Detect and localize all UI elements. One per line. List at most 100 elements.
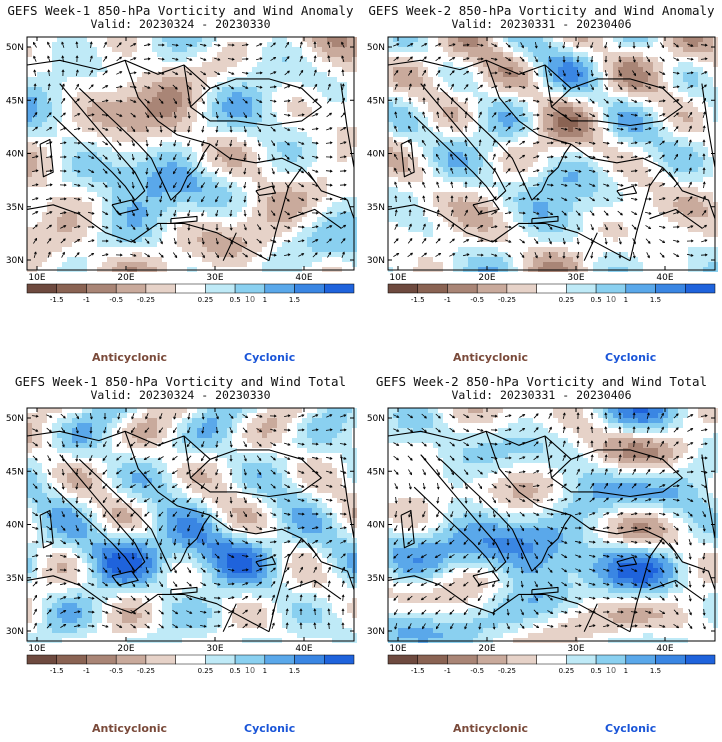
legend-cyclonic: Cyclonic (244, 351, 296, 364)
colorbar-swatch (234, 283, 266, 294)
colorbar-tick-label: 1.5 (650, 667, 661, 675)
map-group: 50N 45N 40N 35N 30N 10E 20E 30E 40E (367, 36, 718, 283)
colorbar-tick-label: 1 (263, 296, 267, 304)
wind-vectors (31, 41, 347, 259)
coastlines (387, 59, 716, 262)
colorbar-tick-label: 0.5 (230, 296, 241, 304)
legend-cyclonic: Cyclonic (605, 351, 657, 364)
colorbar-tick-label: -1 (444, 667, 451, 675)
colorbar-swatch (387, 283, 418, 294)
colorbar-tick-label: -0.5 (109, 667, 123, 675)
legend-anticyclonic: Anticyclonic (453, 351, 529, 364)
lon-label-30e: 30E (206, 644, 223, 654)
colorbar-swatch (56, 283, 87, 294)
coastlines (26, 59, 355, 262)
colorbar-swatch (145, 654, 176, 665)
colorbar-swatch (387, 654, 418, 665)
colorbar-tick-label: 0.25 (559, 296, 575, 304)
colorbar-swatch (234, 654, 266, 665)
lat-label-35n: 35N (6, 574, 24, 584)
colorbar-swatch (595, 654, 627, 665)
colorbar-swatch (536, 283, 567, 294)
colorbar-swatch (655, 654, 686, 665)
panel-week2-total: GEFS Week-2 850-hPa Vorticity and Wind T… (361, 371, 722, 742)
colorbar-swatch (566, 654, 597, 665)
colorbar-tick-label: 1.5 (289, 667, 300, 675)
lat-label-35n: 35N (6, 203, 24, 213)
colorbar-swatch (625, 654, 656, 665)
colorbar-swatch (86, 654, 117, 665)
lat-label-50n: 50N (367, 414, 385, 424)
colorbar-unit-label: 10 (245, 295, 255, 304)
colorbar-swatch (294, 283, 325, 294)
colorbar-tick-label: 1 (263, 667, 267, 675)
lat-label-30n: 30N (6, 256, 24, 266)
colorbar-swatch (115, 283, 147, 294)
colorbar-tick-label: -1.5 (50, 296, 64, 304)
lat-label-30n: 30N (367, 627, 385, 637)
colorbar-tick-label: -1.5 (50, 667, 64, 675)
lon-label-20e: 20E (117, 644, 134, 654)
colorbar-swatch (447, 283, 478, 294)
colorbar: -1.5 -1 -0.5 -0.25 0.25 0.5 1 1.5 10 (387, 654, 716, 675)
colorbar-swatch (145, 283, 176, 294)
colorbar-tick-label: -1 (83, 667, 90, 675)
lon-label-30e: 30E (567, 644, 584, 654)
colorbar-swatch (175, 283, 206, 294)
vorticity-map: 50N 45N 40N 35N 30N 10E 20E 30E 40E -1.5 -1 -0.5 -0.… (6, 36, 357, 304)
colorbar-swatch (417, 283, 448, 294)
legend-cyclonic: Cyclonic (244, 722, 296, 735)
coastlines (387, 430, 716, 633)
lon-label-20e: 20E (478, 644, 495, 654)
lon-label-10e: 10E (28, 644, 45, 654)
lat-label-45n: 45N (6, 96, 24, 106)
wind-vectors (393, 412, 708, 630)
lon-label-40e: 40E (295, 644, 312, 654)
colorbar-tick-label: -0.25 (498, 296, 516, 304)
vorticity-shading (388, 37, 718, 272)
colorbar-swatch (26, 283, 57, 294)
colorbar-tick-label: 0.5 (230, 667, 241, 675)
colorbar-tick-label: 0.25 (198, 296, 214, 304)
lon-label-10e: 10E (389, 644, 406, 654)
colorbar-swatch (205, 283, 236, 294)
colorbar-swatch (685, 283, 716, 294)
colorbar-tick-label: 0.25 (559, 667, 575, 675)
lat-label-50n: 50N (6, 43, 24, 53)
colorbar-tick-label: 0.5 (591, 296, 602, 304)
colorbar-tick-label: -1 (444, 296, 451, 304)
colorbar-swatch (417, 654, 448, 665)
panel-title: GEFS Week-1 850-hPa Vorticity and Wind T… (14, 374, 347, 389)
panel-week1-total: GEFS Week-1 850-hPa Vorticity and Wind T… (0, 371, 361, 742)
colorbar: -1.5 -1 -0.5 -0.25 0.25 0.5 1 1.5 10 (26, 283, 355, 304)
colorbar-tick-label: 1 (624, 296, 628, 304)
colorbar-swatch (175, 654, 206, 665)
colorbar-swatch (324, 283, 355, 294)
colorbar-unit-label: 10 (606, 295, 616, 304)
lon-label-30e: 30E (206, 273, 223, 283)
lat-label-45n: 45N (367, 96, 385, 106)
lon-label-40e: 40E (295, 273, 312, 283)
lat-label-45n: 45N (6, 467, 24, 477)
panel-valid-dates: Valid: 20230331 - 20230406 (451, 17, 632, 31)
legend-anticyclonic: Anticyclonic (92, 351, 168, 364)
lon-label-20e: 20E (478, 273, 495, 283)
colorbar-swatch (536, 654, 567, 665)
lon-label-10e: 10E (389, 273, 406, 283)
colorbar-swatch (115, 654, 147, 665)
lat-label-40n: 40N (367, 150, 385, 160)
colorbar: -1.5 -1 -0.5 -0.25 0.25 0.5 1 1.5 10 (26, 654, 355, 675)
colorbar-swatch (205, 654, 236, 665)
vorticity-map: 50N 45N 40N 35N 30N 10E 20E 30E 40E -1.5 -1 -0.5 -0.… (367, 36, 718, 304)
coastlines (26, 430, 355, 633)
lon-label-40e: 40E (656, 644, 673, 654)
lat-label-45n: 45N (367, 467, 385, 477)
panel-title: GEFS Week-2 850-hPa Vorticity and Wind A… (368, 3, 715, 18)
wind-vectors (393, 41, 708, 259)
legend-cyclonic: Cyclonic (605, 722, 657, 735)
vorticity-map: 50N 45N 40N 35N 30N 10E 20E 30E 40E -1.5 -1 -0.5 -0.… (367, 407, 718, 675)
colorbar-swatch (595, 283, 627, 294)
colorbar-swatch (324, 654, 355, 665)
lat-label-40n: 40N (6, 521, 24, 531)
colorbar-tick-label: -0.25 (137, 667, 155, 675)
